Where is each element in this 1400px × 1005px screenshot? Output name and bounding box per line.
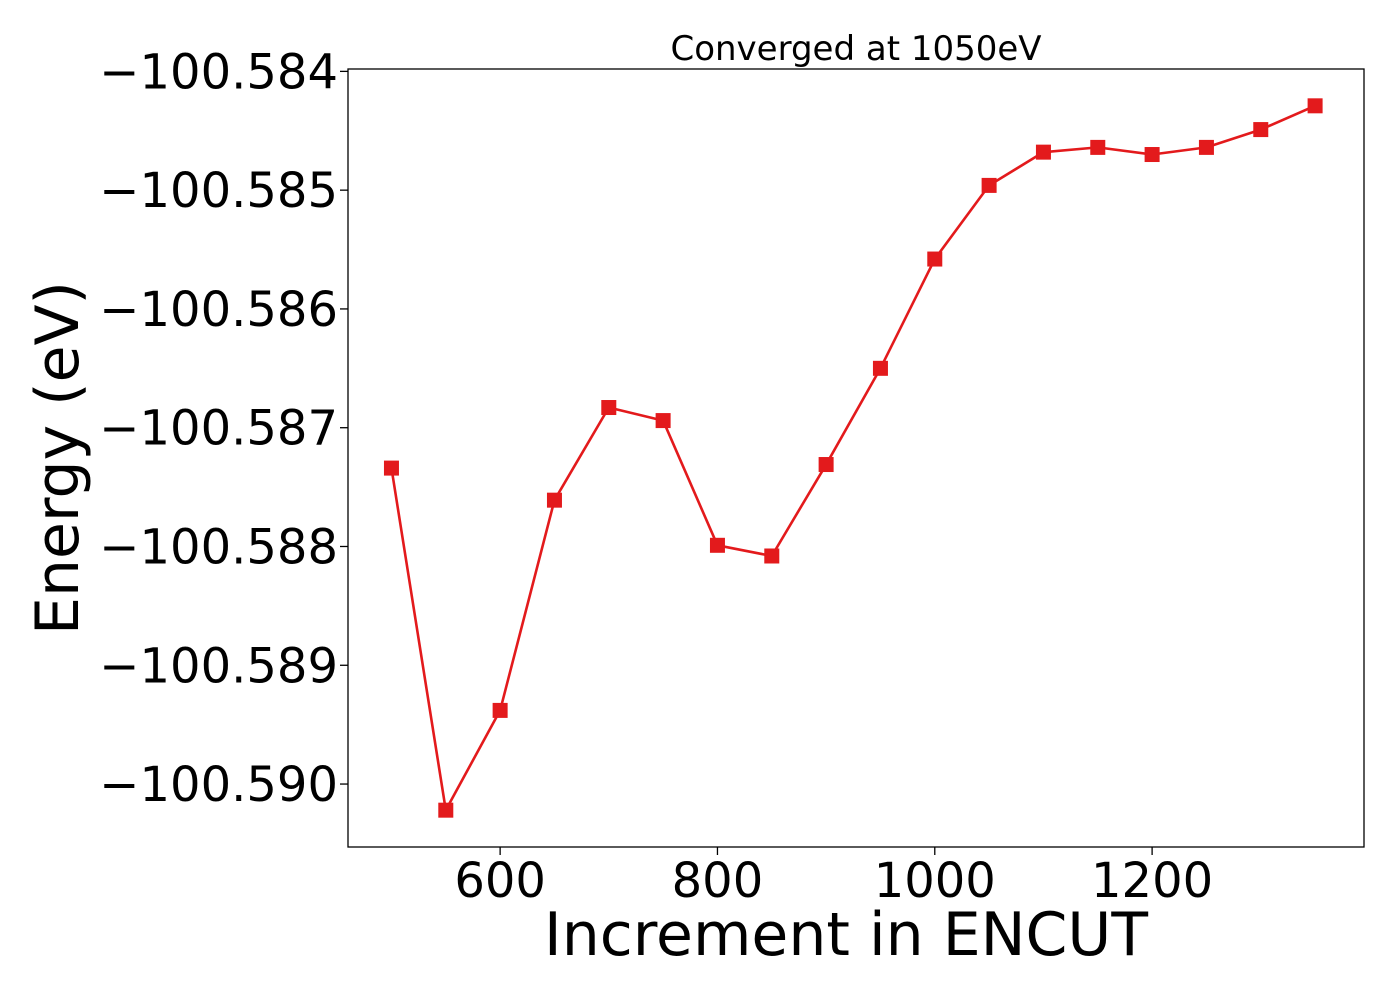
y-axis-ticks: −100.584 −100.585 −100.586 −100.587 −100.588… (99, 44, 348, 813)
x-tick-label: 600 (454, 853, 546, 909)
data-point-marker (872, 360, 888, 376)
series-layer (383, 98, 1323, 818)
x-tick-label: 1200 (1091, 853, 1213, 909)
x-tick-label: 800 (672, 853, 764, 909)
data-point-marker (818, 457, 834, 473)
data-point-marker (1144, 147, 1160, 163)
data-point-marker (492, 702, 508, 718)
data-point-marker (981, 177, 997, 193)
data-point-marker (927, 251, 943, 267)
y-tick-label: −100.585 (99, 163, 338, 219)
data-point-marker (1090, 139, 1106, 155)
x-axis-ticks: 600 800 1000 1200 (454, 847, 1213, 909)
data-point-marker (1307, 98, 1323, 114)
data-point-marker (438, 802, 454, 818)
series-line (390, 104, 1316, 812)
y-tick-label: −100.590 (99, 757, 338, 813)
data-point-marker (1198, 139, 1214, 155)
data-point-marker (546, 492, 562, 508)
data-point-marker (1253, 122, 1269, 138)
plot-area (348, 69, 1364, 847)
x-axis-title: Increment in ENCUT (544, 900, 1148, 970)
y-tick-label: −100.587 (99, 401, 338, 457)
data-point-marker (655, 413, 671, 429)
data-point-marker (383, 460, 399, 476)
data-point-marker (709, 537, 725, 553)
data-point-marker (1035, 144, 1051, 160)
plot-frame (347, 68, 1365, 848)
chart-title: Converged at 1050eV (670, 29, 1041, 69)
data-point-marker (601, 400, 617, 416)
y-axis-title: Energy (eV) (23, 281, 93, 635)
y-tick-label: −100.588 (99, 519, 338, 575)
y-tick-label: −100.589 (99, 638, 338, 694)
data-point-marker (764, 548, 780, 564)
x-tick-label: 1000 (874, 853, 996, 909)
y-tick-label: −100.584 (99, 44, 338, 100)
y-tick-label: −100.586 (99, 282, 338, 338)
